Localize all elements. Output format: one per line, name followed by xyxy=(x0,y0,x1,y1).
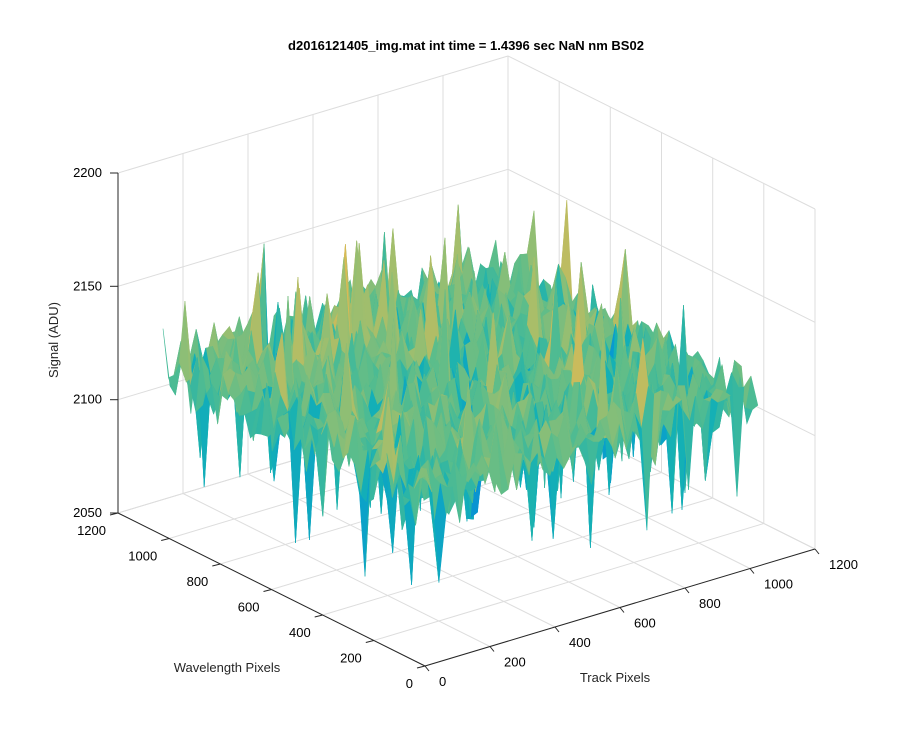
y-tick-label: 1000 xyxy=(128,549,157,564)
floor-gridline-y xyxy=(373,523,764,641)
x-tick-label: 0 xyxy=(439,674,446,689)
x-tick-label: 200 xyxy=(504,655,526,670)
y-tick-mark xyxy=(314,614,323,618)
y-tick-mark xyxy=(263,589,272,592)
y-tick-label: 1200 xyxy=(77,523,106,538)
axis-layer: 0 200 400 600 800 1000 1200 0 200 400 600 800 1000 12… xyxy=(73,165,858,691)
x-tick-mark xyxy=(749,568,755,574)
floor-gridline-y xyxy=(271,472,662,590)
y-axis-label: Wavelength Pixels xyxy=(174,660,281,675)
y-tick-mark xyxy=(212,563,221,567)
y-tick-label: 0 xyxy=(406,676,413,691)
z-tick-label: 2200 xyxy=(73,165,102,180)
y-tick-mark xyxy=(416,665,426,669)
surface-patch xyxy=(418,468,433,493)
x-tick-mark xyxy=(424,665,430,672)
sidewall-gridline-z xyxy=(507,168,816,323)
y-tick-label: 400 xyxy=(289,625,311,640)
y-tick-label: 800 xyxy=(187,574,209,589)
z-tick-label: 2100 xyxy=(73,392,102,407)
x-tick-mark xyxy=(684,587,690,594)
y-tick-mark xyxy=(365,640,374,643)
chart-title: d2016121405_img.mat int time = 1.4396 se… xyxy=(288,38,644,53)
backwall-gridline-z xyxy=(117,168,509,287)
sidewall-gridline-z xyxy=(507,55,816,210)
x-tick-label: 400 xyxy=(569,635,591,650)
x-axis-label: Track Pixels xyxy=(580,670,651,685)
z-tick-label: 2050 xyxy=(73,505,102,520)
y-tick-mark xyxy=(161,538,170,541)
x-tick-label: 1000 xyxy=(764,577,793,592)
x-tick-mark xyxy=(489,646,495,652)
y-tick-label: 200 xyxy=(340,651,362,666)
z-tick-label: 2150 xyxy=(73,278,102,293)
x-tick-label: 800 xyxy=(699,596,721,611)
backwall-gridline-z xyxy=(117,55,509,174)
x-tick-mark xyxy=(619,607,625,613)
x-tick-label: 1200 xyxy=(829,557,858,572)
surface-layer xyxy=(162,199,759,585)
x-tick-mark xyxy=(554,626,560,633)
y-tick-label: 600 xyxy=(238,600,260,615)
z-axis-label: Signal (ADU) xyxy=(46,302,61,378)
x-tick-label: 600 xyxy=(634,616,656,631)
x-tick-mark xyxy=(814,548,820,555)
